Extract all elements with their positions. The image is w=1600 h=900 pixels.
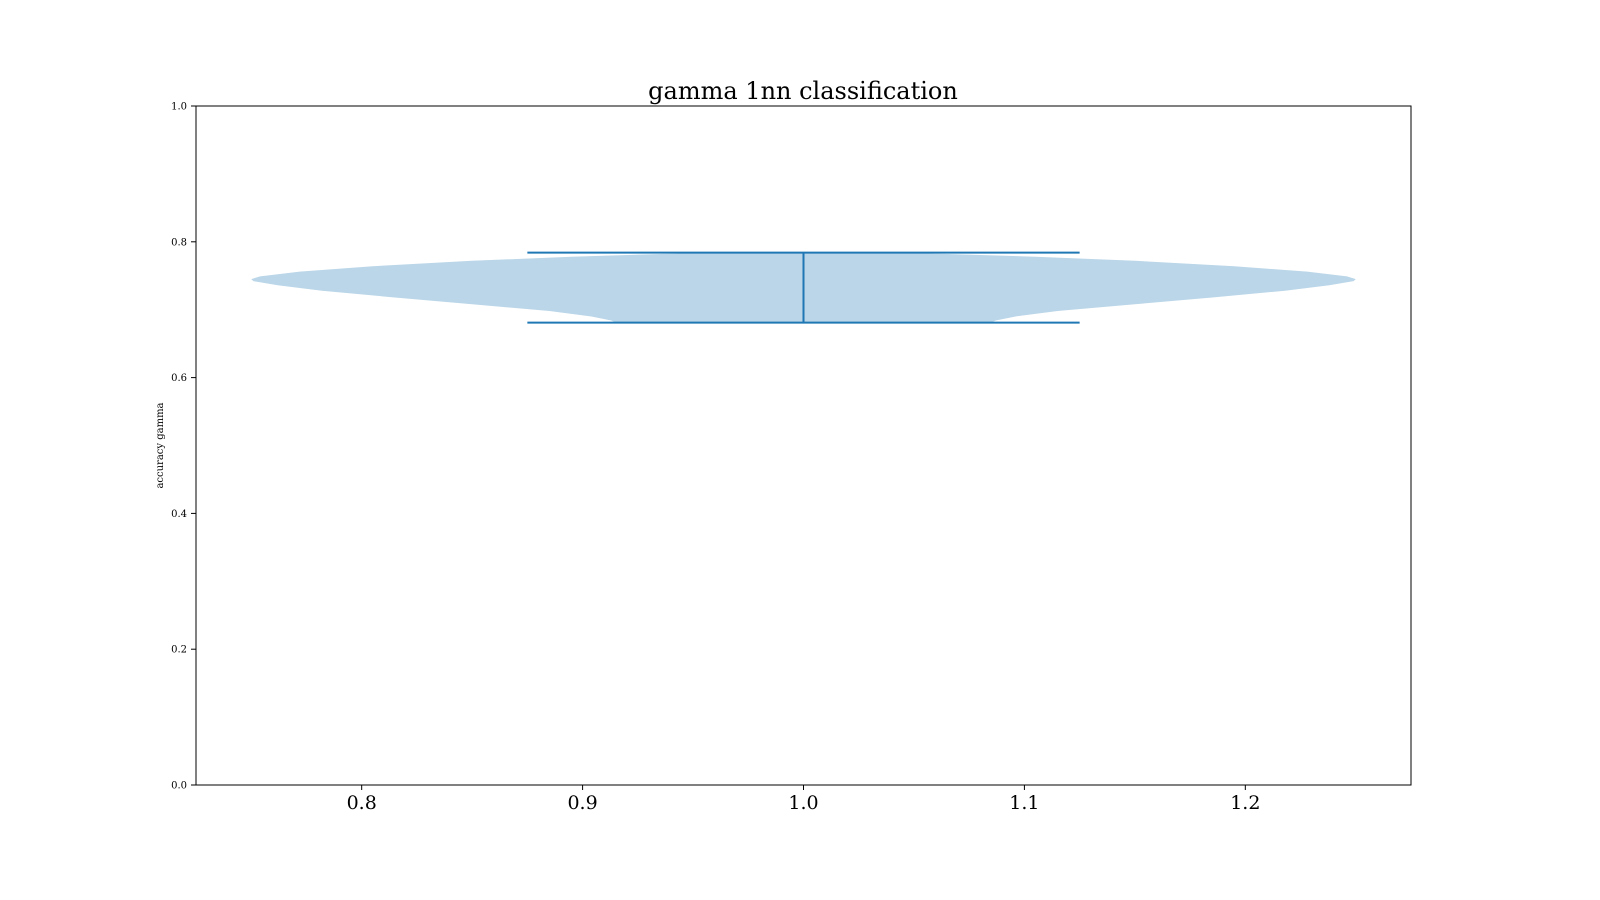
y-tick-label: 0.2 (171, 645, 187, 656)
x-tick-label: 0.9 (567, 792, 597, 814)
plot-area (251, 251, 1356, 324)
x-tick-label: 1.1 (1009, 792, 1039, 814)
y-tick-label: 0.6 (171, 373, 187, 384)
x-tick-label: 1.2 (1230, 792, 1260, 814)
chart-title: gamma 1nn classification (648, 77, 958, 105)
y-tick-label: 1.0 (171, 102, 187, 113)
y-tick-label: 0.8 (171, 237, 187, 248)
y-axis: 0.0 0.2 0.4 0.6 0.8 1.0 (171, 102, 196, 792)
x-tick-label: 1.0 (788, 792, 818, 814)
y-tick-label: 0.4 (171, 509, 187, 520)
y-axis-label: accuracy gamma (155, 402, 166, 488)
y-tick-label: 0.0 (171, 781, 187, 792)
x-axis: 0.8 0.9 1.0 1.1 1.2 (347, 785, 1260, 814)
x-tick-label: 0.8 (347, 792, 377, 814)
